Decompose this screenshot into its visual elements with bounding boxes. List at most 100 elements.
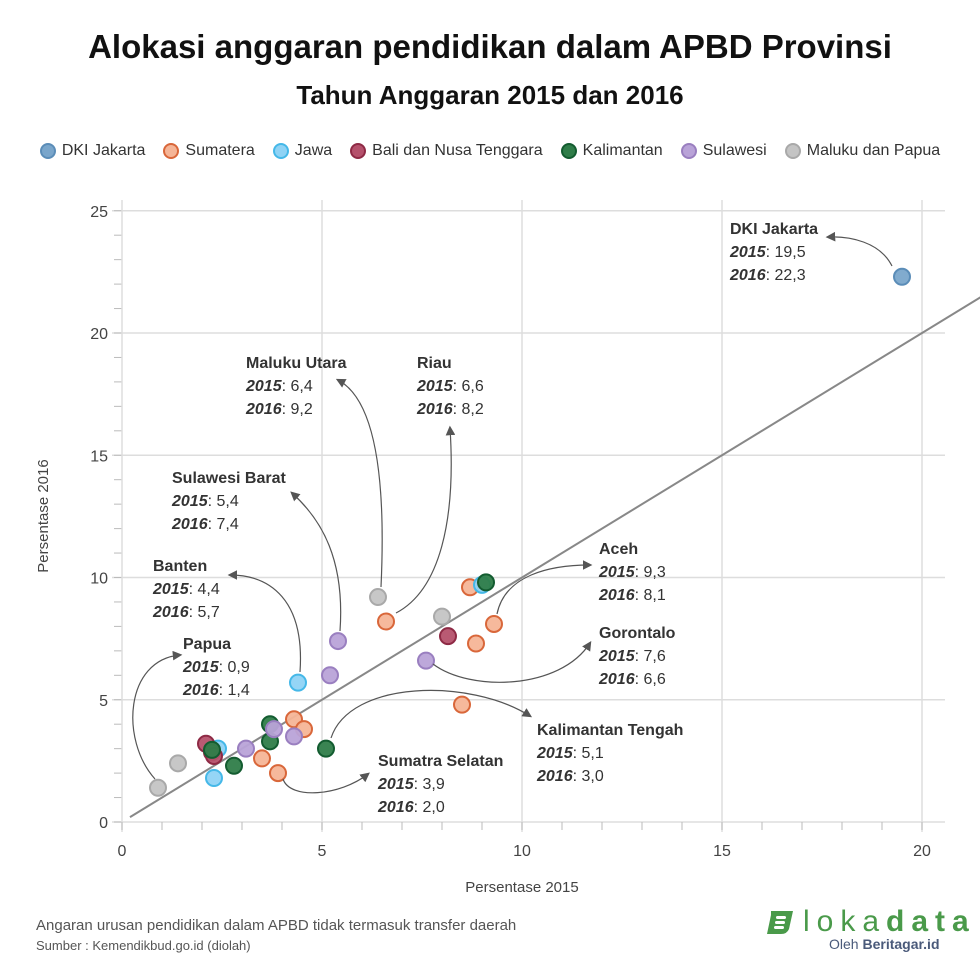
annotation-value: : 9,2 xyxy=(282,401,313,418)
annotation-value: : 0,9 xyxy=(219,659,250,676)
legend-swatch xyxy=(560,143,577,159)
legend: DKI Jakarta Sumatera Jawa Bali dan Nusa Ten… xyxy=(0,142,980,160)
annotation-name: Kalimantan Tengah xyxy=(537,722,683,739)
annotation-value: : 6,4 xyxy=(282,378,313,395)
legend-swatch xyxy=(272,143,289,159)
annotation-name: Gorontalo xyxy=(599,625,676,642)
data-point xyxy=(467,634,485,653)
data-point xyxy=(485,614,503,633)
annotation-year: 2016 xyxy=(182,682,219,699)
annotation-year: 2016 xyxy=(171,516,208,533)
legend-item: Jawa xyxy=(272,142,333,160)
leaf-logo-icon xyxy=(767,911,793,934)
annotation-year: 2016 xyxy=(536,768,573,785)
annotation-riau: Riau 2015: 6,6 2016: 8,2 xyxy=(416,355,484,418)
data-point xyxy=(893,267,911,286)
logo-brand: Beritagar.id xyxy=(862,936,940,952)
annotation-value: : 3,0 xyxy=(573,768,604,785)
annotation-year: 2015 xyxy=(152,581,190,598)
footnote: Angaran urusan pendidikan dalam APBD tid… xyxy=(36,917,517,934)
data-point xyxy=(289,673,307,692)
legend-swatch xyxy=(163,143,180,159)
annotation-banten: Banten 2015: 4,4 2016: 5,7 xyxy=(152,558,220,621)
annotation-value: : 6,6 xyxy=(453,378,484,395)
legend-label: Sulawesi xyxy=(702,142,767,159)
annotation-value: : 2,0 xyxy=(414,799,445,816)
data-point xyxy=(453,695,471,714)
data-point xyxy=(369,588,387,607)
arrow-dki-jakarta xyxy=(825,231,893,267)
annotation-name: Papua xyxy=(183,636,231,653)
annotation-papua: Papua 2015: 0,9 2016: 1,4 xyxy=(182,636,250,699)
data-point xyxy=(285,727,303,746)
annotation-value: : 8,1 xyxy=(635,587,666,604)
data-point xyxy=(237,739,255,758)
annotation-name: Sumatra Selatan xyxy=(378,753,503,770)
data-point xyxy=(203,740,221,759)
legend-item: Kalimantan xyxy=(560,142,663,160)
annotation-value: : 7,4 xyxy=(208,516,239,533)
annotation-value: : 7,6 xyxy=(635,648,666,665)
annotation-name: Aceh xyxy=(599,541,638,558)
annotation-dki-jakarta: DKI Jakarta 2015: 19,5 2016: 22,3 xyxy=(729,221,818,284)
legend-label: DKI Jakarta xyxy=(61,142,146,159)
arrow-maluku-utara xyxy=(335,378,383,588)
data-point xyxy=(477,573,495,592)
legend-label: Bali dan Nusa Tenggara xyxy=(372,142,543,159)
chart-subtitle: Tahun Anggaran 2015 dan 2016 xyxy=(296,80,684,110)
data-point xyxy=(377,612,395,631)
data-point xyxy=(169,754,187,773)
annotation-value: : 5,1 xyxy=(573,745,604,762)
legend-item: Maluku dan Papua xyxy=(784,142,941,160)
source: Sumber : Kemendikbud.go.id (diolah) xyxy=(36,938,251,953)
data-point xyxy=(253,749,271,768)
logo-text-light: loka xyxy=(803,905,887,938)
y-tick-label: 10 xyxy=(90,571,108,588)
annotation-year: 2015 xyxy=(536,745,574,762)
data-point xyxy=(321,666,339,685)
annotation-name: Sulawesi Barat xyxy=(172,470,287,487)
legend-item: Sulawesi xyxy=(680,142,767,160)
legend-item: DKI Jakarta xyxy=(39,142,146,160)
data-point xyxy=(433,607,451,626)
annotation-value: : 1,4 xyxy=(219,682,250,699)
annotation-value: : 8,2 xyxy=(453,401,484,418)
annotation-name: Maluku Utara xyxy=(246,355,347,372)
annotation-value: : 5,4 xyxy=(208,493,239,510)
y-tick-label: 5 xyxy=(99,693,108,710)
x-tick-label: 10 xyxy=(513,843,531,860)
logo-text-bold: data xyxy=(886,905,976,938)
annotation-year: 2015 xyxy=(598,648,636,665)
legend-label: Sumatera xyxy=(185,142,255,159)
data-point xyxy=(269,764,287,783)
annotation-value: : 5,7 xyxy=(189,604,220,621)
arrow-papua xyxy=(132,650,183,780)
annotation-value: : 3,9 xyxy=(414,776,445,793)
legend-label: Jawa xyxy=(294,142,333,159)
annotation-maluku-utara: Maluku Utara 2015: 6,4 2016: 9,2 xyxy=(245,355,347,418)
arrow-gorontalo xyxy=(432,640,592,683)
lokadata-logo: lokadata xyxy=(765,905,976,939)
arrow-aceh xyxy=(496,560,593,615)
annotation-aceh: Aceh 2015: 9,3 2016: 8,1 xyxy=(598,541,666,604)
legend-item: Sumatera xyxy=(163,142,255,160)
annotation-year: 2016 xyxy=(598,671,635,688)
annotation-value: : 22,3 xyxy=(766,267,806,284)
annotation-name: Banten xyxy=(153,558,207,575)
x-tick-label: 20 xyxy=(913,843,931,860)
data-point xyxy=(149,778,167,797)
legend-item: Bali dan Nusa Tenggara xyxy=(350,142,543,160)
annotation-gorontalo: Gorontalo 2015: 7,6 2016: 6,6 xyxy=(598,625,676,688)
legend-label: Maluku dan Papua xyxy=(806,142,941,159)
legend-swatch xyxy=(39,143,56,159)
chart-title: Alokasi anggaran pendidikan dalam APBD P… xyxy=(88,28,892,65)
annotation-value: : 19,5 xyxy=(766,244,806,261)
annotation-value: : 4,4 xyxy=(189,581,220,598)
logo-subtitle: Oleh Beritagar.id xyxy=(829,936,940,952)
annotation-year: 2015 xyxy=(416,378,454,395)
annotation-sulawesi-barat: Sulawesi Barat 2015: 5,4 2016: 7,4 xyxy=(171,470,287,533)
annotation-year: 2015 xyxy=(171,493,209,510)
arrow-sulawesi-barat xyxy=(290,491,342,632)
data-point xyxy=(317,739,335,758)
